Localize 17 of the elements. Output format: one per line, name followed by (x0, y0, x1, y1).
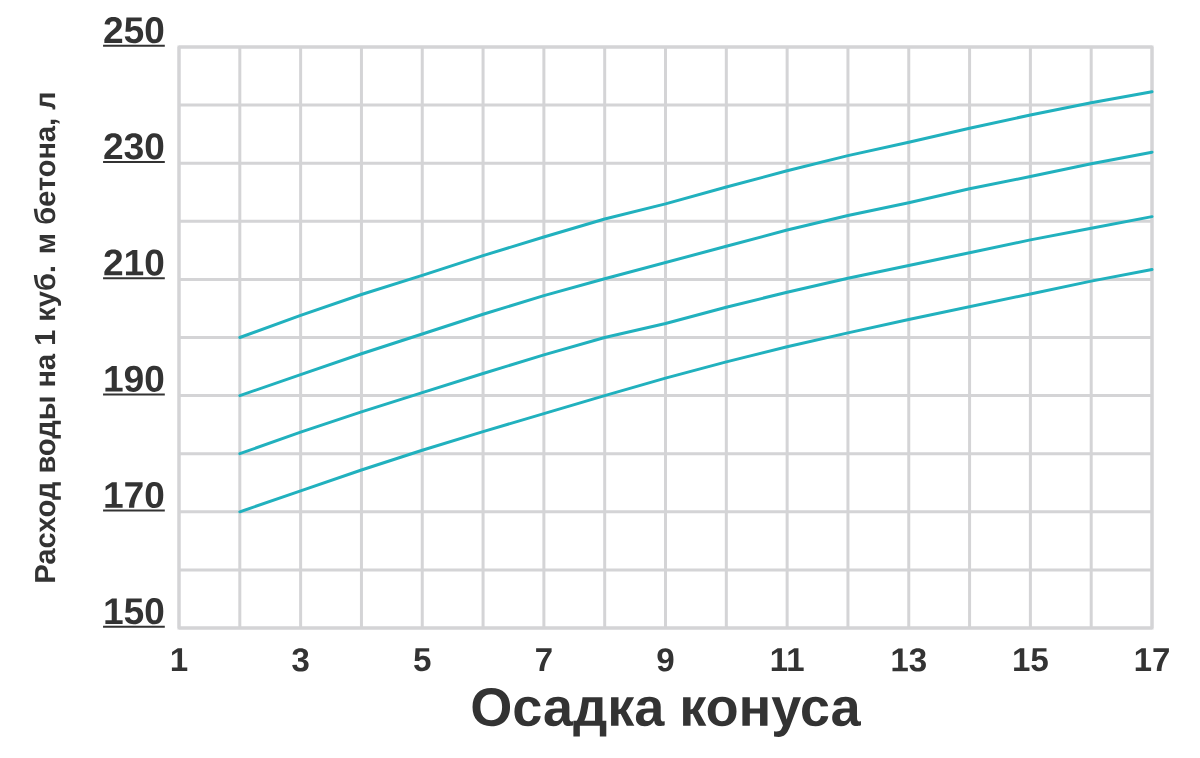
x-axis-title: Осадка конуса (472, 688, 861, 737)
x-tick-label: 1 (171, 648, 188, 671)
y-axis-title: Расход воды на 1 куб. м бетона, л (33, 93, 62, 582)
y-tick-label: 150 (105, 598, 164, 625)
x-tick-label: 3 (292, 648, 309, 672)
x-tick-label: 7 (536, 648, 552, 671)
x-tick-label: 5 (414, 648, 431, 672)
y-tick-label: 210 (104, 249, 164, 276)
x-tick-label: 9 (657, 648, 674, 672)
x-tick-label: 17 (1135, 648, 1169, 671)
x-tick-label: 13 (892, 648, 926, 672)
y-tick-label: 250 (104, 17, 164, 44)
x-tick-label: 11 (771, 648, 804, 671)
y-tick-label: 170 (105, 481, 164, 509)
y-tick-label: 190 (105, 365, 164, 392)
y-tick-label: 230 (104, 133, 164, 160)
x-tick-label: 15 (1014, 648, 1048, 672)
